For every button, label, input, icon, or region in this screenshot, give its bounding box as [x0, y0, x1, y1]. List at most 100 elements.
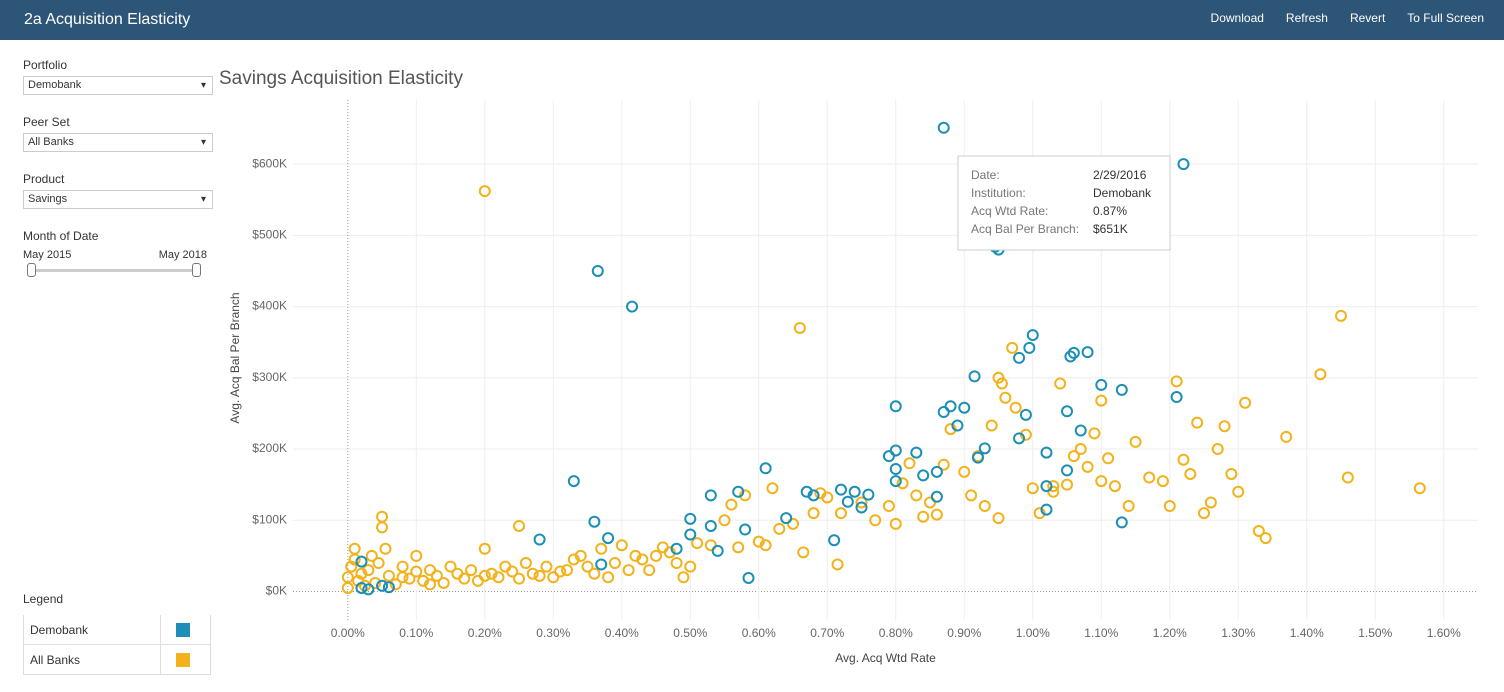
point — [834, 483, 847, 496]
point — [478, 185, 491, 198]
point — [403, 572, 416, 585]
point — [602, 532, 615, 545]
y-tick-label: $0K — [266, 584, 287, 598]
point — [978, 442, 991, 455]
x-tick-label: 1.30% — [1221, 626, 1255, 640]
legend-swatch — [176, 652, 190, 667]
legend-item[interactable]: Demobank — [23, 615, 211, 645]
point — [684, 528, 697, 541]
x-tick-label: 0.10% — [399, 626, 433, 640]
filter-dropdown[interactable]: Demobank — [23, 76, 213, 95]
point — [471, 574, 484, 587]
point — [1023, 341, 1036, 354]
point — [930, 508, 943, 521]
filters: Portfolio Demobank Peer Set All Banks Pr… — [23, 58, 213, 277]
point — [533, 533, 546, 546]
point — [1081, 460, 1094, 473]
point — [1067, 450, 1080, 463]
y-tick-label: $500K — [252, 228, 287, 242]
point — [376, 521, 389, 534]
point — [365, 549, 378, 562]
slider-track[interactable] — [27, 263, 201, 277]
point — [608, 557, 621, 570]
point — [793, 321, 806, 334]
point — [485, 567, 498, 580]
point — [968, 370, 981, 383]
slider-knob[interactable] — [27, 263, 36, 277]
point — [581, 560, 594, 573]
refresh-button[interactable]: Refresh — [1285, 11, 1328, 25]
point — [971, 451, 984, 464]
y-tick-label: $200K — [252, 441, 287, 455]
point — [533, 569, 546, 582]
point — [513, 519, 526, 532]
x-tick-label: 0.40% — [605, 626, 639, 640]
point — [725, 498, 738, 511]
y-tick-label: $400K — [252, 299, 287, 313]
slider-knob[interactable] — [192, 263, 201, 277]
point — [1013, 432, 1026, 445]
filter-label: Month of Date — [23, 229, 99, 243]
y-tick-label: $300K — [252, 370, 287, 384]
point — [615, 539, 628, 552]
point — [355, 567, 368, 580]
point — [1115, 516, 1128, 529]
point — [1177, 158, 1190, 171]
point — [862, 488, 875, 501]
x-tick-label: 0.60% — [742, 626, 776, 640]
point — [807, 507, 820, 520]
filter-label: Peer Set — [23, 115, 70, 129]
point — [965, 489, 978, 502]
point — [355, 555, 368, 568]
point — [1184, 467, 1197, 480]
filter-dropdown[interactable]: Savings — [23, 190, 213, 209]
tooltip-value: Demobank — [1093, 186, 1152, 200]
point — [1170, 375, 1183, 388]
point — [903, 457, 916, 470]
point — [430, 569, 443, 582]
filter-label: Portfolio — [23, 58, 68, 72]
download-button[interactable]: Download — [1210, 11, 1264, 25]
point — [1211, 443, 1224, 456]
point — [834, 507, 847, 520]
point — [1413, 482, 1426, 495]
y-tick-label: $100K — [252, 512, 287, 526]
point — [355, 581, 368, 594]
x-tick-label: 1.40% — [1290, 626, 1324, 640]
point — [828, 534, 841, 547]
point — [944, 400, 957, 413]
x-tick-label: 0.20% — [468, 626, 502, 640]
x-axis-label: Avg. Acq Wtd Rate — [835, 651, 936, 665]
slider-start: May 2015 — [23, 249, 72, 261]
point — [1218, 420, 1231, 433]
point — [1239, 396, 1252, 409]
point — [896, 477, 909, 490]
point — [995, 377, 1008, 390]
point — [732, 485, 745, 498]
point — [882, 450, 895, 463]
point — [855, 496, 868, 509]
toolbar: Download Refresh Revert To Full Screen — [1211, 11, 1484, 25]
point — [417, 574, 430, 587]
point — [889, 475, 902, 488]
point — [999, 391, 1012, 404]
point — [1232, 485, 1245, 498]
slider-end: May 2018 — [158, 249, 207, 261]
point — [362, 583, 375, 596]
point — [656, 541, 669, 554]
point — [917, 469, 930, 482]
filter-dropdown[interactable]: All Banks — [23, 133, 213, 152]
point — [752, 535, 765, 548]
fullscreen-button[interactable]: To Full Screen — [1407, 11, 1484, 25]
point — [376, 579, 389, 592]
point — [372, 557, 385, 570]
point — [1061, 464, 1074, 477]
legend-item[interactable]: All Banks — [23, 645, 211, 675]
point — [1108, 480, 1121, 493]
revert-button[interactable]: Revert — [1349, 11, 1386, 25]
point — [831, 558, 844, 571]
point — [937, 121, 950, 134]
point — [889, 400, 902, 413]
point — [718, 514, 731, 527]
point — [410, 565, 423, 578]
